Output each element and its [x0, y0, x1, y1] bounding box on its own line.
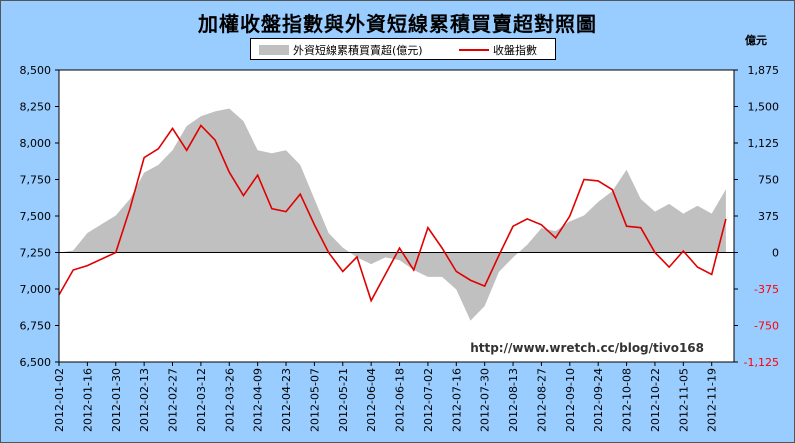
legend-item-foreign-capital: 外資短線累積買賣超(億元) — [259, 42, 423, 58]
left-tick-label: 8,500 — [20, 64, 52, 77]
chart-title: 加權收盤指數與外資短線累積買賣超對照圖 — [198, 12, 597, 36]
right-axis-ticks: 1,875 1,500 1,125 750 375 0 -375 -750 -1,125 — [734, 64, 779, 369]
x-tick-label: 2012-09-24 — [592, 368, 605, 432]
x-tick-label: 2012-06-18 — [394, 368, 407, 432]
right-tick-label: 750 — [758, 174, 779, 187]
close-index-line — [58, 124, 727, 303]
legend: 外資短線累積買賣超(億元) 收盤指數 — [250, 38, 556, 60]
right-axis-unit: 億元 — [745, 34, 767, 47]
x-tick-label: 2012-07-30 — [479, 368, 492, 432]
x-tick-label: 2012-10-08 — [621, 368, 634, 432]
left-tick-label: 8,250 — [20, 101, 52, 114]
right-tick-label: 1,875 — [748, 64, 780, 77]
x-tick-label: 2012-05-21 — [337, 368, 350, 432]
x-tick-label: 2012-02-27 — [167, 368, 180, 432]
legend-label-close-index: 收盤指數 — [493, 44, 537, 57]
right-tick-label: -375 — [754, 283, 779, 296]
legend-swatch-line — [459, 49, 489, 51]
left-tick-label: 8,000 — [20, 137, 52, 150]
left-tick-label: 7,500 — [20, 210, 52, 223]
right-tick-label: 1,500 — [748, 101, 780, 114]
x-tick-label: 2012-06-04 — [365, 368, 378, 432]
x-tick-label: 2012-01-02 — [53, 368, 66, 432]
left-tick-label: 7,000 — [20, 283, 52, 296]
legend-label-foreign-capital: 外資短線累積買賣超(億元) — [293, 44, 423, 57]
left-tick-label: 7,750 — [20, 174, 52, 187]
x-tick-label: 2012-11-19 — [706, 368, 719, 432]
x-tick-label: 2012-08-13 — [507, 368, 520, 432]
x-tick-label: 2012-01-30 — [110, 368, 123, 432]
right-tick-label: 0 — [772, 247, 779, 260]
legend-swatch-area — [259, 45, 289, 55]
watermark-text: http://www.wretch.cc/blog/tivo168 — [470, 341, 704, 355]
right-tick-label: 1,125 — [748, 137, 780, 150]
left-tick-label: 6,500 — [20, 356, 52, 369]
left-tick-label: 7,250 — [20, 247, 52, 260]
x-tick-label: 2012-08-27 — [535, 368, 548, 432]
line-series-layer — [58, 124, 727, 303]
x-tick-label: 2012-01-16 — [81, 368, 94, 432]
x-tick-label: 2012-10-22 — [649, 368, 662, 432]
x-tick-label: 2012-07-16 — [450, 368, 463, 432]
x-tick-label: 2012-04-09 — [252, 368, 265, 432]
x-axis-ticks: 2012-01-02 2012-01-16 2012-01-30 2012-02-13… — [53, 362, 719, 432]
right-tick-label: -1,125 — [744, 356, 779, 369]
foreign-capital-area — [59, 108, 726, 321]
area-series-layer — [59, 108, 726, 321]
right-tick-label: 375 — [758, 210, 779, 223]
legend-item-close-index: 收盤指數 — [459, 42, 537, 58]
x-tick-label: 2012-07-02 — [422, 368, 435, 432]
right-tick-label: -750 — [754, 320, 779, 333]
left-tick-label: 6,750 — [20, 320, 52, 333]
x-tick-label: 2012-03-12 — [195, 368, 208, 432]
x-tick-label: 2012-03-26 — [223, 368, 236, 432]
x-tick-label: 2012-05-07 — [308, 368, 321, 432]
left-axis-ticks: 6,500 6,750 7,000 7,250 7,500 7,750 8,000 8,250… — [20, 64, 59, 369]
x-tick-label: 2012-04-23 — [280, 368, 293, 432]
x-tick-label: 2012-11-05 — [677, 368, 690, 432]
x-tick-label: 2012-09-10 — [564, 368, 577, 432]
x-tick-label: 2012-02-13 — [138, 368, 151, 432]
